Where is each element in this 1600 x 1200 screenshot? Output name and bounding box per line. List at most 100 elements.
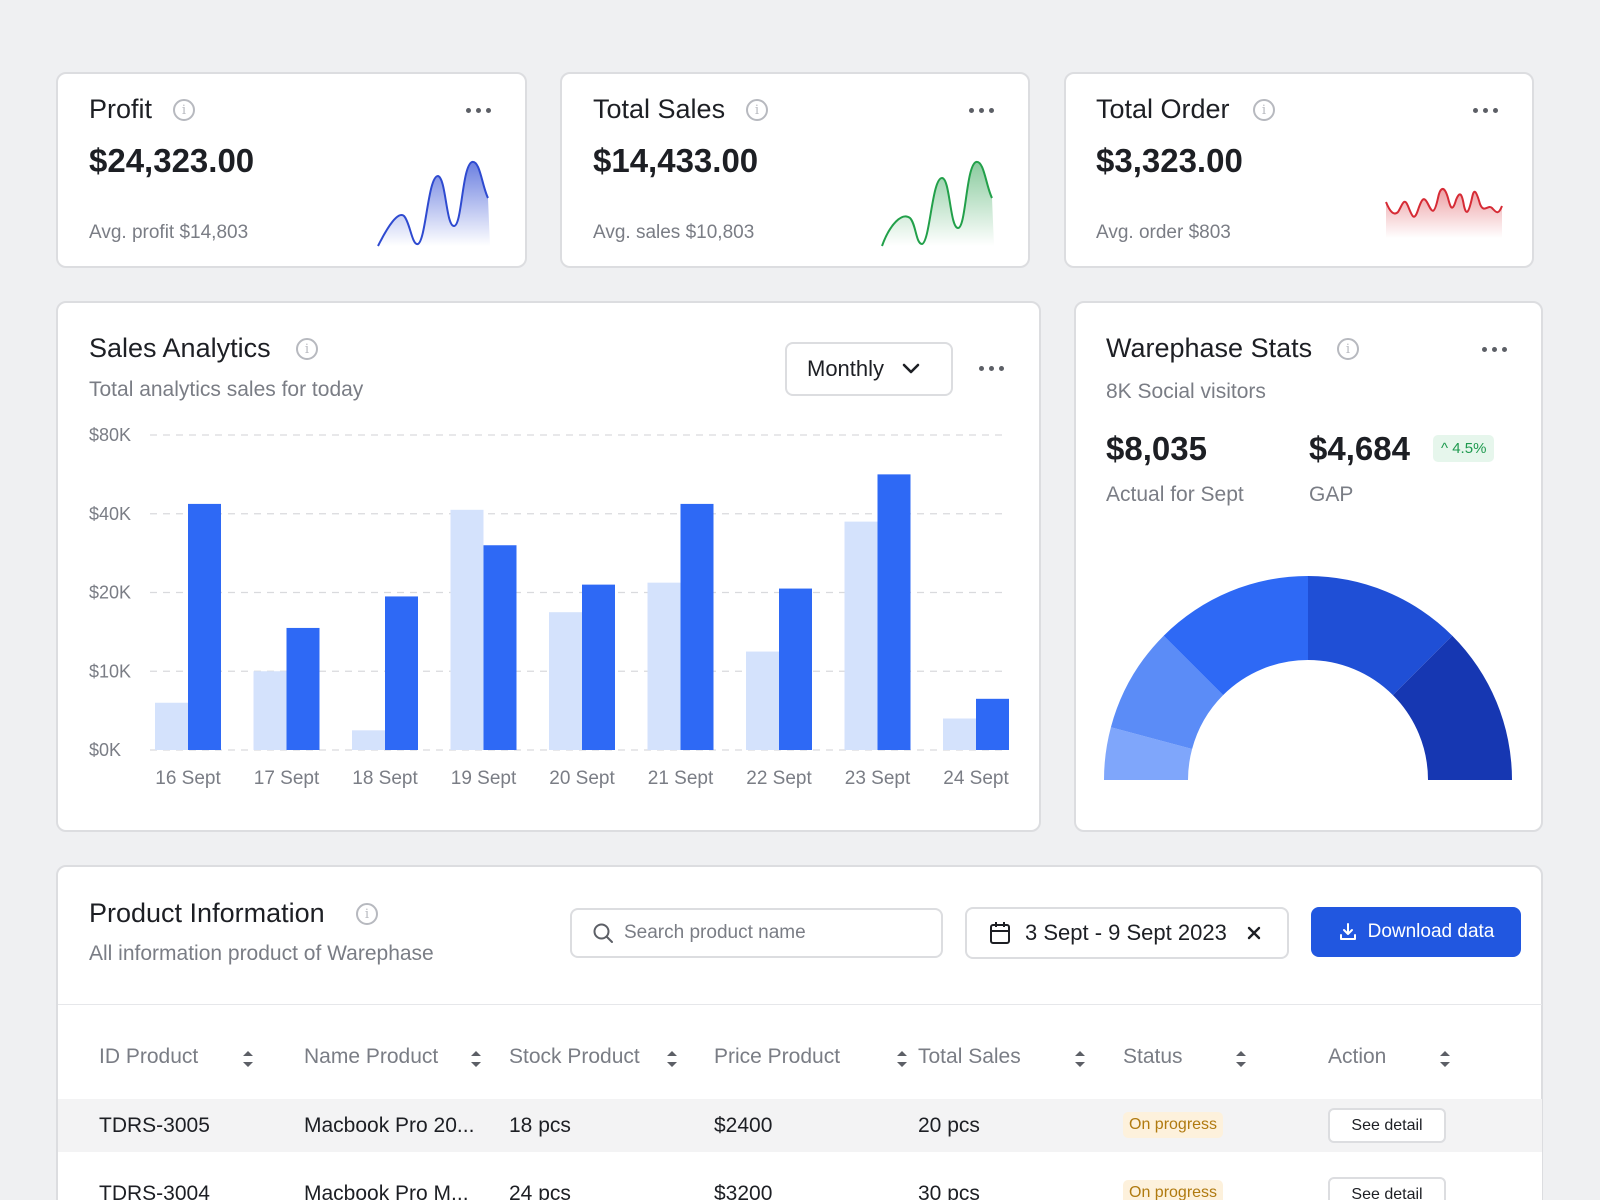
column-header-total-sales[interactable]: Total Sales bbox=[918, 1045, 1021, 1068]
bar bbox=[253, 671, 287, 750]
gap-change: 4.5% bbox=[1452, 440, 1487, 457]
more-icon[interactable] bbox=[466, 108, 491, 113]
kpi-value: $24,323.00 bbox=[89, 142, 255, 179]
actual-value: $8,035 bbox=[1106, 430, 1207, 467]
close-icon[interactable] bbox=[1247, 926, 1261, 940]
kpi-sub: Avg. sales $10,803 bbox=[593, 222, 755, 243]
x-tick-label: 21 Sept bbox=[648, 768, 714, 789]
y-tick-label: $40K bbox=[89, 504, 131, 524]
more-icon[interactable] bbox=[1473, 108, 1498, 113]
info-icon[interactable]: i bbox=[356, 903, 378, 925]
table-row[interactable] bbox=[58, 1099, 1542, 1152]
sales-bar-chart: $0K $10K $20K $40K $80K 16 Sept 17 Sept 18 Sept… bbox=[89, 425, 1009, 789]
sales-sparkline bbox=[881, 161, 994, 247]
date-range-picker[interactable]: 3 Sept - 9 Sept 2023 bbox=[965, 907, 1289, 959]
sales-analytics-subtitle: Total analytics sales for today bbox=[89, 378, 364, 401]
kpi-sub: Avg. profit $14,803 bbox=[89, 222, 249, 243]
column-header-action[interactable]: Action bbox=[1328, 1045, 1387, 1068]
gap-change-badge: ^ 4.5% bbox=[1433, 435, 1495, 462]
arrow-up-icon: ^ bbox=[1441, 440, 1449, 457]
sort-icon[interactable] bbox=[470, 1049, 482, 1069]
sort-icon[interactable] bbox=[1439, 1049, 1451, 1069]
column-header-id[interactable]: ID Product bbox=[99, 1045, 199, 1068]
x-tick-label: 16 Sept bbox=[155, 768, 221, 789]
bar bbox=[483, 545, 517, 750]
cell-name: Macbook Pro 20... bbox=[304, 1114, 475, 1137]
download-icon bbox=[1339, 923, 1356, 940]
bar bbox=[352, 730, 385, 750]
bar bbox=[385, 596, 418, 750]
date-range-label: 3 Sept - 9 Sept 2023 bbox=[1025, 920, 1227, 945]
cell-stock: 18 pcs bbox=[509, 1114, 571, 1137]
bar bbox=[582, 584, 615, 750]
sort-icon[interactable] bbox=[242, 1049, 254, 1069]
bar bbox=[877, 474, 911, 750]
chevron-down-icon bbox=[902, 363, 920, 374]
search-icon bbox=[593, 923, 613, 943]
period-label: Monthly bbox=[807, 356, 885, 381]
status-badge: On progress bbox=[1123, 1112, 1224, 1138]
kpi-title: Profit bbox=[89, 94, 153, 124]
cell-sales: 30 pcs bbox=[918, 1182, 980, 1200]
divider bbox=[58, 1004, 1542, 1005]
bar bbox=[188, 503, 221, 750]
warephase-subtitle: 8K Social visitors bbox=[1106, 380, 1266, 403]
x-tick-label: 17 Sept bbox=[254, 768, 320, 789]
bar bbox=[779, 588, 812, 750]
calendar-icon bbox=[990, 922, 1010, 944]
gap-label: GAP bbox=[1309, 483, 1354, 506]
gap-value: $4,684 bbox=[1309, 430, 1410, 467]
y-tick-label: $20K bbox=[89, 583, 131, 603]
cell-id: TDRS-3005 bbox=[99, 1114, 210, 1137]
bar bbox=[647, 582, 681, 750]
table-row[interactable] bbox=[58, 1152, 1542, 1200]
info-icon[interactable]: i bbox=[746, 99, 768, 121]
bar bbox=[844, 521, 878, 750]
cell-price: $3200 bbox=[714, 1182, 773, 1200]
column-header-name[interactable]: Name Product bbox=[304, 1045, 439, 1068]
y-tick-label: $0K bbox=[89, 740, 121, 760]
x-tick-label: 18 Sept bbox=[352, 768, 418, 789]
kpi-value: $3,323.00 bbox=[1096, 142, 1243, 179]
info-icon[interactable]: i bbox=[1253, 99, 1275, 121]
search-box[interactable] bbox=[570, 908, 943, 958]
x-tick-label: 24 Sept bbox=[943, 768, 1009, 789]
sort-icon[interactable] bbox=[1235, 1049, 1247, 1069]
y-tick-label: $10K bbox=[89, 661, 131, 681]
sort-icon[interactable] bbox=[896, 1049, 908, 1069]
download-data-button[interactable]: Download data bbox=[1311, 907, 1521, 957]
kpi-title: Total Sales bbox=[593, 94, 726, 124]
kpi-title: Total Order bbox=[1096, 94, 1230, 124]
sales-analytics-title: Sales Analytics bbox=[89, 333, 271, 363]
column-header-stock[interactable]: Stock Product bbox=[509, 1045, 640, 1068]
x-tick-label: 23 Sept bbox=[845, 768, 911, 789]
bar bbox=[450, 509, 484, 750]
info-icon[interactable]: i bbox=[1337, 338, 1359, 360]
see-detail-button[interactable]: See detail bbox=[1328, 1177, 1446, 1200]
info-icon[interactable]: i bbox=[296, 338, 318, 360]
product-subtitle: All information product of Warephase bbox=[89, 942, 434, 965]
download-label: Download data bbox=[1367, 921, 1495, 942]
sort-icon[interactable] bbox=[666, 1049, 678, 1069]
column-header-status[interactable]: Status bbox=[1123, 1045, 1183, 1068]
period-dropdown[interactable]: Monthly bbox=[785, 342, 953, 396]
search-input[interactable] bbox=[624, 922, 924, 944]
cell-sales: 20 pcs bbox=[918, 1114, 980, 1137]
x-tick-label: 22 Sept bbox=[746, 768, 812, 789]
more-icon[interactable] bbox=[1482, 347, 1507, 352]
more-icon[interactable] bbox=[979, 366, 1004, 371]
x-tick-label: 20 Sept bbox=[549, 768, 615, 789]
sort-icon[interactable] bbox=[1074, 1049, 1086, 1069]
cell-stock: 24 pcs bbox=[509, 1182, 571, 1200]
x-tick-label: 19 Sept bbox=[451, 768, 517, 789]
more-icon[interactable] bbox=[969, 108, 994, 113]
info-icon[interactable]: i bbox=[173, 99, 195, 121]
bar bbox=[943, 718, 976, 750]
order-sparkline bbox=[1385, 188, 1503, 238]
warephase-gauge bbox=[1103, 576, 1512, 780]
bar bbox=[286, 627, 320, 750]
y-tick-label: $80K bbox=[89, 425, 131, 445]
bar bbox=[549, 612, 582, 750]
column-header-price[interactable]: Price Product bbox=[714, 1045, 841, 1068]
see-detail-button[interactable]: See detail bbox=[1328, 1108, 1446, 1143]
